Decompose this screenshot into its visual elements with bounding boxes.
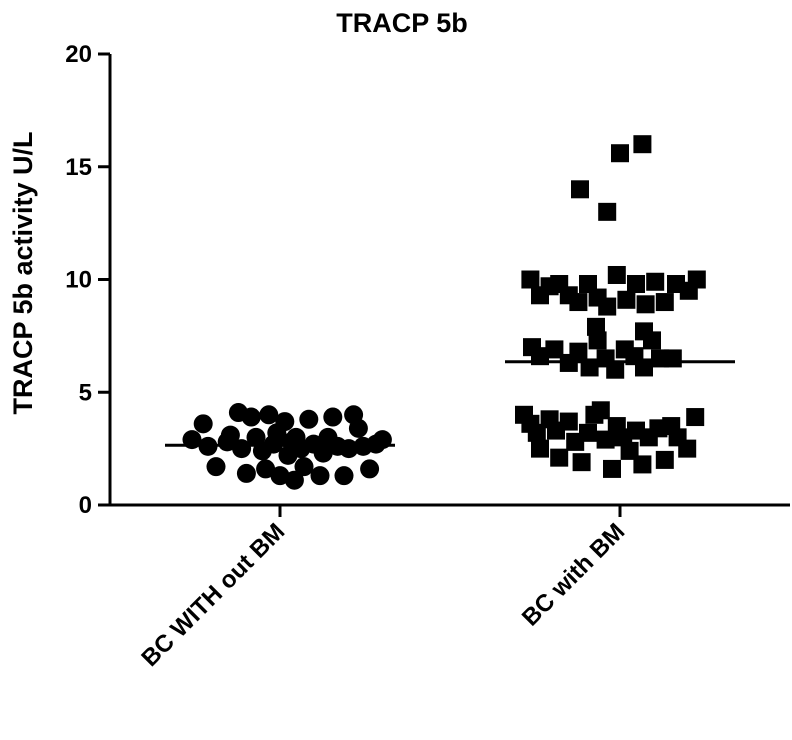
y-axis-ticks: 0 5 10 15 20	[65, 41, 110, 519]
data-point-circle	[236, 463, 256, 483]
data-point-circle	[206, 457, 226, 477]
data-point-square	[598, 297, 617, 316]
data-point-square	[545, 340, 564, 359]
median-lines	[165, 360, 735, 447]
data-point-square	[627, 275, 645, 294]
data-point-square	[607, 265, 626, 284]
data-point-square	[678, 439, 697, 458]
data-point-square	[603, 459, 621, 478]
y-axis-label: TRACP 5b activity U/L	[8, 131, 38, 414]
y-tick-label: 20	[65, 41, 92, 68]
y-tick-label: 10	[65, 267, 92, 294]
data-point-circle	[259, 405, 279, 425]
data-point-square	[559, 412, 578, 431]
data-point-circle	[299, 409, 319, 429]
data-point-square	[598, 202, 617, 221]
data-point-square	[579, 275, 597, 294]
data-point-square	[617, 290, 636, 309]
data-point-square	[663, 349, 682, 368]
data-point-square	[646, 272, 665, 291]
data-point-square	[636, 295, 655, 314]
data-point-square	[655, 293, 674, 312]
data-point-circle	[323, 407, 343, 427]
data-point-circle	[256, 459, 276, 479]
data-point-square	[611, 144, 629, 163]
data-point-square	[569, 342, 588, 361]
y-tick-label: 0	[79, 492, 92, 519]
x-category-label: BC with BM	[517, 518, 630, 631]
data-point-circle	[270, 466, 290, 486]
data-point-square	[531, 439, 549, 458]
data-point-square	[579, 423, 597, 442]
data-point-square	[620, 441, 639, 460]
data-point-circle	[193, 414, 213, 434]
data-point-square	[521, 270, 540, 289]
x-category-label: BC WITH out BM	[136, 518, 290, 672]
data-point-square	[687, 270, 706, 289]
data-point-square	[633, 455, 652, 474]
data-point-circle	[310, 466, 330, 486]
data-point-circle	[241, 407, 261, 427]
data-point-square	[571, 180, 589, 199]
data-point-circle	[334, 466, 354, 486]
data-point-square	[527, 423, 546, 442]
data-point-square	[635, 322, 653, 341]
data-point-square	[569, 293, 588, 312]
data-point-circle	[313, 443, 333, 463]
data-point-circle	[220, 425, 240, 445]
data-point-square	[633, 135, 652, 154]
y-tick-label: 15	[65, 154, 92, 181]
data-point-circle	[294, 457, 314, 477]
data-point-circle	[275, 412, 295, 432]
data-point-circle	[360, 459, 380, 479]
data-point-square	[572, 453, 591, 472]
data-point-square	[550, 448, 569, 467]
data-point-square	[591, 401, 610, 420]
data-point-circle	[284, 470, 304, 490]
data-point-square	[655, 450, 674, 469]
data-point-square	[686, 408, 705, 427]
data-point-square	[596, 430, 615, 449]
data-points	[182, 135, 706, 490]
data-point-square	[606, 360, 625, 379]
data-point-square	[588, 331, 607, 350]
y-tick-label: 5	[79, 379, 92, 406]
chart-title: TRACP 5b	[336, 8, 468, 38]
data-point-circle	[348, 418, 368, 438]
data-point-square	[587, 317, 605, 336]
x-axis-ticks: BC WITH out BM BC with BM	[136, 505, 630, 672]
